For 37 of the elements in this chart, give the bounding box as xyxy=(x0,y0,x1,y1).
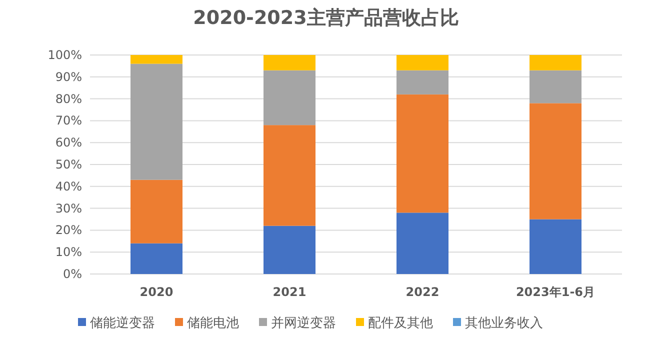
bar xyxy=(530,103,582,220)
y-tick-label: 60% xyxy=(55,136,82,150)
bar xyxy=(396,212,448,274)
legend-label: 并网逆变器 xyxy=(271,316,336,331)
bar xyxy=(264,70,316,126)
bar xyxy=(264,226,316,274)
bar xyxy=(530,55,582,70)
bar xyxy=(130,180,182,244)
x-tick-label: 2022 xyxy=(406,285,440,299)
y-tick-label: 20% xyxy=(55,223,82,238)
bar xyxy=(530,219,582,274)
bar xyxy=(396,55,448,70)
bar xyxy=(130,64,182,180)
bar xyxy=(530,70,582,104)
chart-title: 2020-2023主营产品营收占比 xyxy=(193,7,459,29)
bar xyxy=(396,70,448,94)
bar xyxy=(130,243,182,274)
x-tick-label: 2023年1-6月 xyxy=(516,285,596,299)
y-tick-label: 80% xyxy=(55,92,82,106)
y-tick-label: 0% xyxy=(62,267,82,281)
y-tick-label: 10% xyxy=(55,245,82,260)
legend-label: 其他业务收入 xyxy=(465,316,543,331)
y-tick-label: 70% xyxy=(55,114,82,128)
y-tick-label: 40% xyxy=(55,179,82,194)
legend-label: 储能电池 xyxy=(187,316,239,331)
y-tick-label: 90% xyxy=(55,70,82,84)
y-tick-label: 100% xyxy=(48,48,82,62)
bar xyxy=(264,55,316,70)
legend-label: 配件及其他 xyxy=(368,316,433,331)
y-tick-label: 30% xyxy=(55,201,82,216)
bar xyxy=(130,55,182,64)
legend-label: 储能逆变器 xyxy=(90,316,155,331)
y-tick-label: 50% xyxy=(55,158,82,172)
bar xyxy=(396,94,448,213)
x-tick-label: 2021 xyxy=(272,285,306,299)
bar xyxy=(264,125,316,226)
x-tick-label: 2020 xyxy=(140,285,174,299)
